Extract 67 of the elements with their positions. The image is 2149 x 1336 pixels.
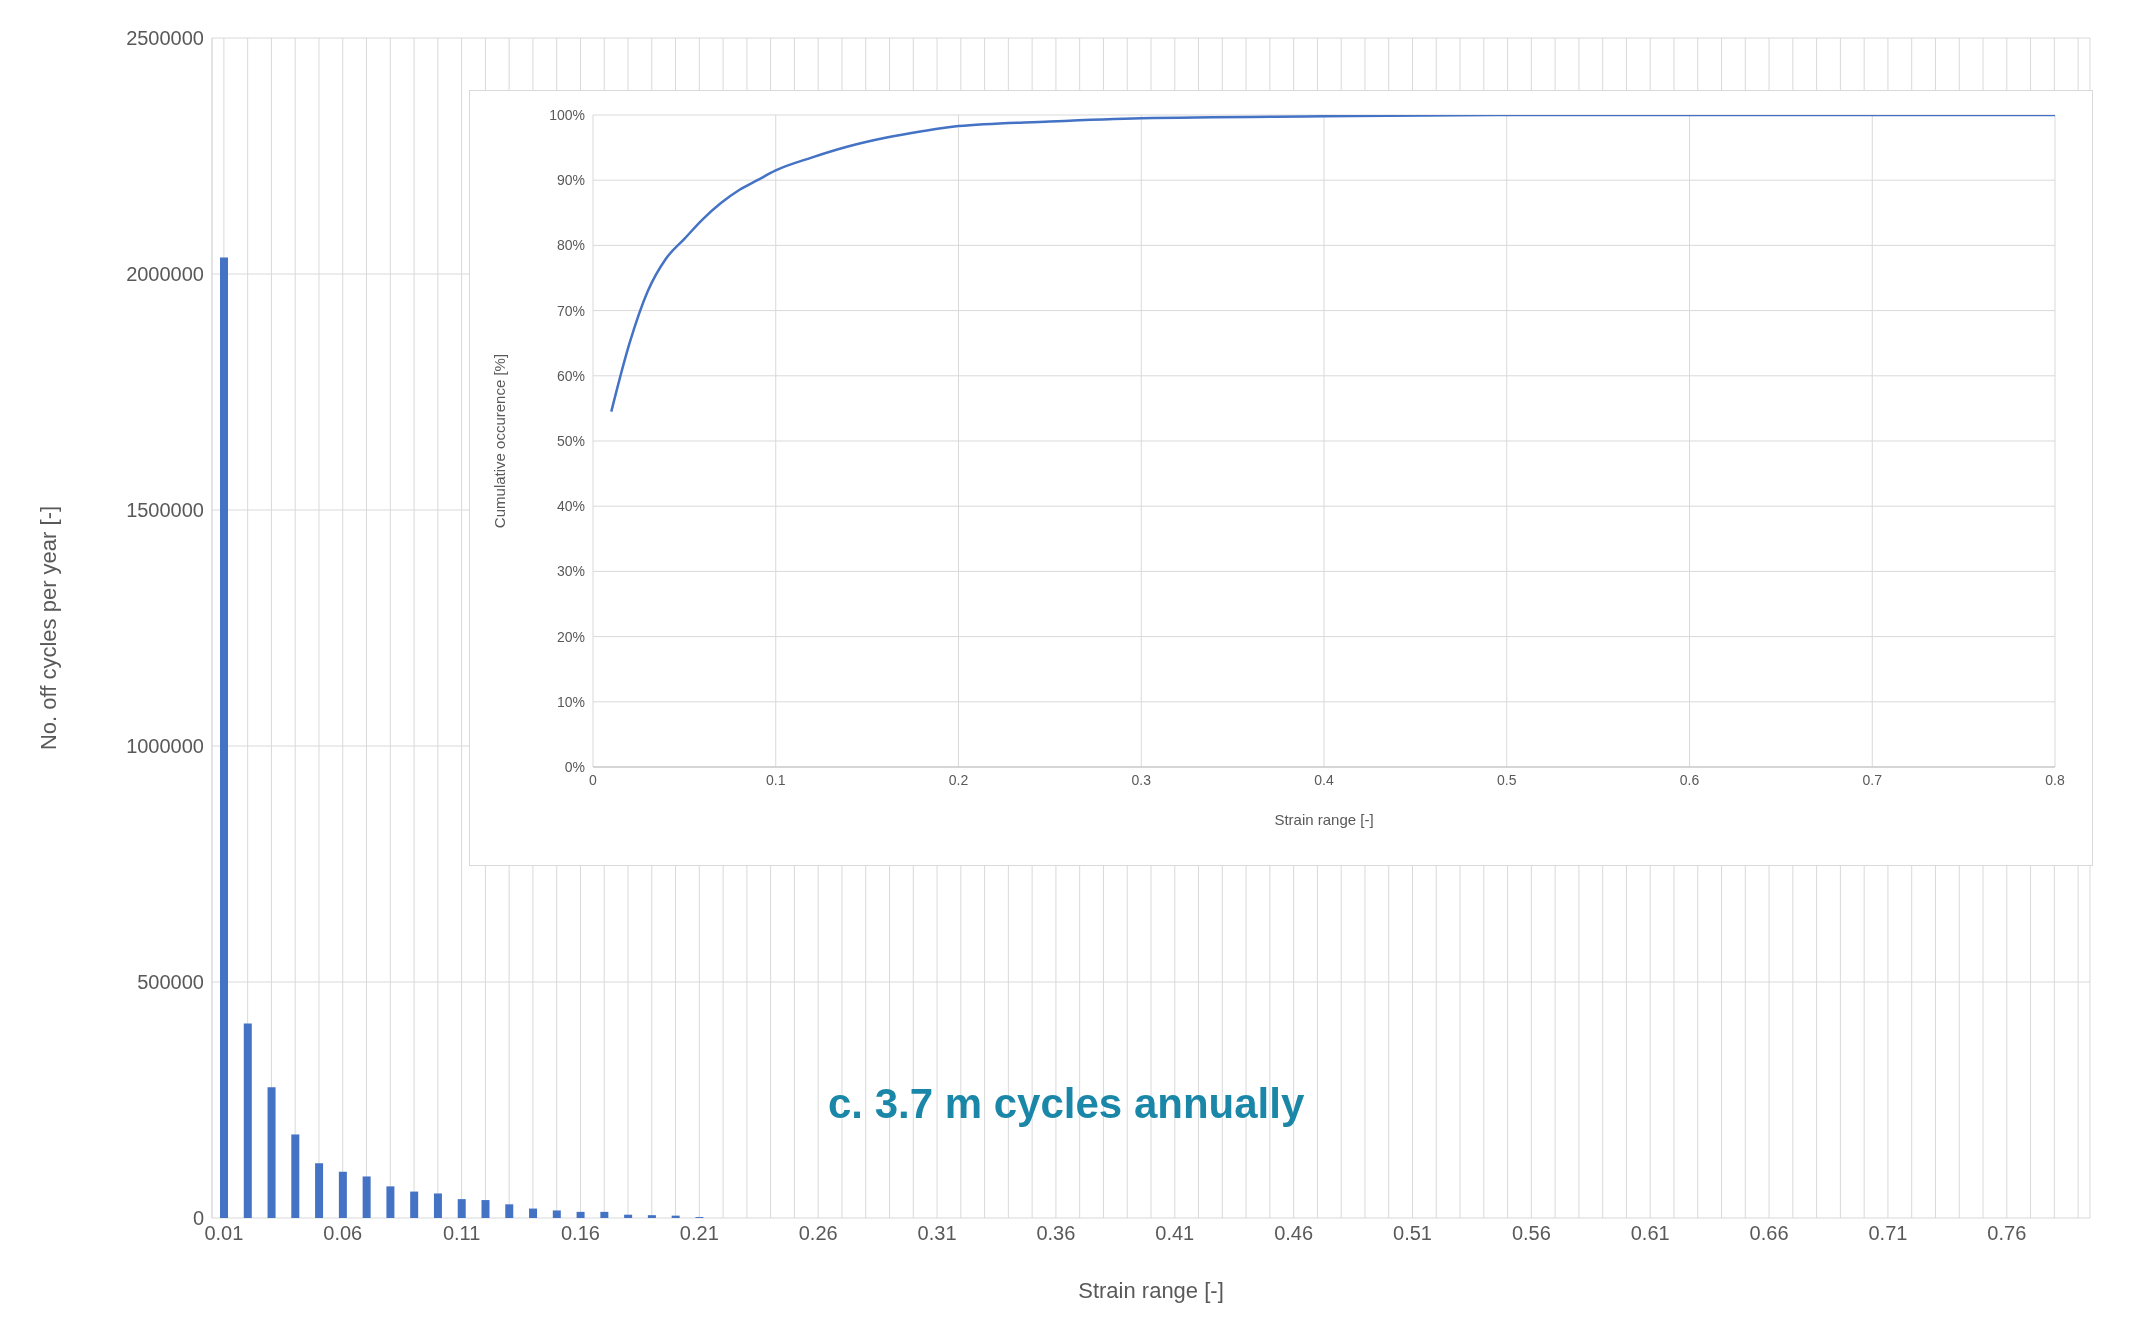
line-series	[610, 115, 2055, 413]
x-tick-label: 0.46	[1274, 1222, 1314, 1245]
y-tick-label: 50%	[556, 432, 585, 449]
bar	[315, 1163, 324, 1218]
y-tick-label: 0	[192, 1207, 204, 1230]
y-tick-label: 1500000	[126, 499, 204, 522]
x-tick-label: 0.06	[323, 1222, 363, 1245]
bar	[505, 1204, 514, 1218]
x-tick-label: 0.8	[2045, 771, 2065, 788]
y-tick-label: 2000000	[126, 263, 204, 286]
bar	[647, 1215, 656, 1218]
y-tick-label: 40%	[556, 498, 585, 515]
y-tick-label: 90%	[556, 172, 585, 189]
x-tick-label: 0.71	[1868, 1222, 1908, 1245]
x-tick-label: 0.16	[561, 1222, 600, 1245]
x-tick-label: 0.5	[1497, 771, 1517, 788]
x-tick-label: 0.6	[1679, 771, 1700, 788]
bar	[457, 1199, 466, 1218]
annotation: c. 3.7 m cycles annually	[828, 1080, 1305, 1128]
x-tick-label: 0.36	[1036, 1222, 1076, 1245]
x-tick-label: 0.1	[766, 771, 786, 788]
y-tick-label: 30%	[556, 563, 585, 580]
x-tick-label: 0	[589, 771, 598, 788]
x-tick-label: 0.41	[1155, 1222, 1195, 1245]
x-tick-label: 0.3	[1131, 771, 1152, 788]
y-tick-label: 500000	[137, 971, 204, 994]
y-tick-label: 0%	[564, 758, 585, 775]
x-tick-label: 0.51	[1393, 1222, 1432, 1245]
x-tick-label: 0.11	[442, 1222, 481, 1245]
bar	[220, 257, 228, 1218]
y-tick-label: 2500000	[126, 27, 204, 50]
x-tick-label: 0.7	[1862, 771, 1883, 788]
bar	[576, 1211, 585, 1218]
bar	[433, 1193, 442, 1218]
x-tick-label: 0.2	[948, 771, 969, 788]
bar	[481, 1200, 490, 1218]
bar	[243, 1023, 252, 1218]
y-tick-label: 80%	[556, 237, 585, 254]
bar	[291, 1134, 300, 1218]
x-tick-label: 0.56	[1511, 1222, 1551, 1245]
bar	[552, 1210, 561, 1218]
bar	[267, 1087, 276, 1218]
x-tick-label: 0.4	[1314, 771, 1334, 788]
x-axis-title: Strain range [-]	[1274, 811, 1374, 828]
x-tick-label: 0.61	[1630, 1222, 1670, 1245]
bar	[529, 1208, 538, 1218]
x-tick-label: 0.01	[204, 1222, 244, 1245]
y-axis-title: Cumulative occurence [%]	[491, 353, 509, 529]
bar	[624, 1214, 633, 1218]
y-axis-title: No. off cycles per year [-]	[35, 505, 61, 751]
y-tick-label: 60%	[556, 367, 585, 384]
bar	[386, 1186, 395, 1218]
bar	[362, 1176, 371, 1218]
x-tick-label: 0.31	[917, 1222, 957, 1245]
y-tick-label: 1000000	[126, 735, 204, 758]
x-tick-label: 0.21	[679, 1222, 719, 1245]
bar	[600, 1211, 609, 1218]
y-tick-label: 100%	[549, 106, 585, 123]
x-tick-label: 0.76	[1987, 1222, 2027, 1245]
x-tick-label: 0.26	[798, 1222, 838, 1245]
bar	[410, 1191, 419, 1218]
bar	[338, 1171, 347, 1218]
x-tick-label: 0.66	[1749, 1222, 1789, 1245]
y-tick-label: 10%	[556, 693, 585, 710]
x-axis-title: Strain range [-]	[1078, 1278, 1224, 1303]
y-tick-label: 20%	[556, 628, 585, 645]
y-tick-label: 70%	[556, 302, 585, 319]
